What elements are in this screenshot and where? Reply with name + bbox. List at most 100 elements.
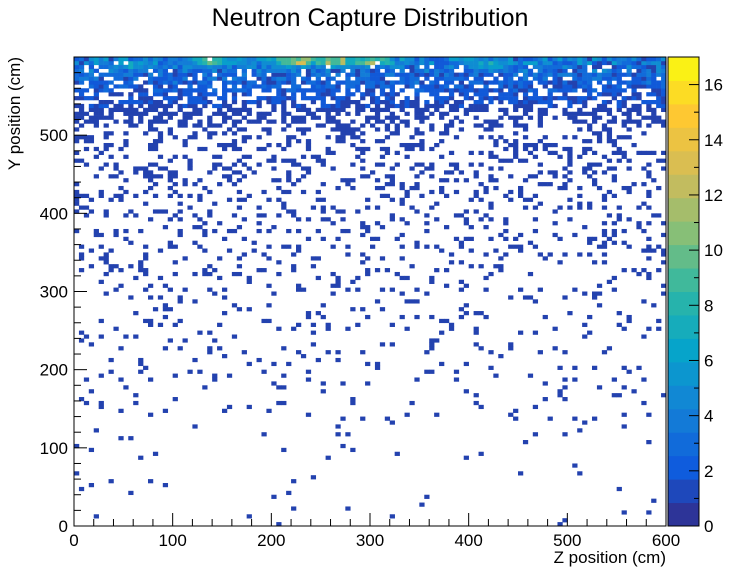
heatmap-cell: [281, 68, 287, 73]
heatmap-cell: [399, 201, 405, 206]
heatmap-cell: [439, 189, 445, 195]
heatmap-cell: [335, 96, 341, 101]
heatmap-cell: [596, 92, 603, 97]
heatmap-cell: [379, 80, 386, 85]
heatmap-cell: [148, 283, 154, 288]
heatmap-cell: [626, 119, 632, 124]
heatmap-cell: [453, 369, 460, 374]
heatmap-cell: [453, 107, 460, 113]
heatmap-cell: [241, 350, 247, 355]
heatmap-cell: [414, 185, 420, 191]
heatmap-cell: [103, 57, 109, 62]
heatmap-cell: [606, 346, 613, 351]
heatmap-cell: [661, 72, 667, 77]
heatmap-cell: [518, 123, 524, 128]
heatmap-cell: [246, 166, 252, 171]
heatmap-cell: [335, 72, 341, 77]
heatmap-cell: [226, 404, 233, 410]
heatmap-cell: [113, 64, 119, 70]
heatmap-cell: [305, 88, 312, 93]
colorbar-swatch: [668, 455, 699, 480]
heatmap-cell: [320, 209, 326, 214]
heatmap-cell: [217, 182, 223, 187]
heatmap-cell: [148, 119, 154, 124]
heatmap-cells: [74, 57, 667, 527]
heatmap-cell: [310, 64, 317, 70]
heatmap-cell: [251, 119, 257, 124]
heatmap-cell: [439, 68, 445, 73]
heatmap-cell: [458, 84, 465, 89]
heatmap-cell: [621, 103, 627, 109]
heatmap-cell: [335, 64, 341, 70]
heatmap-cell: [236, 197, 243, 202]
heatmap-cell: [434, 92, 440, 97]
heatmap-cell: [468, 80, 474, 85]
heatmap-cell: [508, 244, 514, 249]
heatmap-cell: [557, 60, 563, 66]
heatmap-cell: [518, 84, 524, 89]
heatmap-cell: [424, 115, 430, 120]
heatmap-cell: [370, 57, 376, 62]
colorbar-swatch: [668, 479, 699, 504]
heatmap-cell: [444, 193, 450, 198]
heatmap-cell: [483, 57, 489, 62]
heatmap-cell: [330, 103, 336, 109]
heatmap-cell: [128, 111, 134, 116]
heatmap-cell: [448, 60, 455, 66]
heatmap-cell: [404, 80, 410, 85]
heatmap-cell: [651, 80, 657, 85]
heatmap-cell: [379, 119, 386, 124]
heatmap-cell: [498, 158, 504, 163]
heatmap-cell: [157, 131, 164, 136]
heatmap-cell: [473, 64, 479, 70]
heatmap-cell: [503, 228, 509, 234]
heatmap-cell: [651, 303, 657, 308]
heatmap-cell: [148, 377, 154, 382]
heatmap-cell: [133, 170, 139, 175]
heatmap-cell: [582, 119, 588, 124]
heatmap-cell: [587, 111, 593, 116]
heatmap-cell: [537, 99, 543, 105]
heatmap-cell: [133, 99, 139, 105]
heatmap-cell: [587, 162, 593, 167]
heatmap-cell: [641, 182, 647, 187]
heatmap-cell: [399, 57, 405, 62]
heatmap-cell: [661, 248, 667, 253]
heatmap-cell: [592, 115, 598, 120]
heatmap-cell: [138, 260, 144, 265]
heatmap-cell: [88, 64, 95, 70]
heatmap-cell: [202, 228, 208, 234]
heatmap-cell: [557, 64, 563, 70]
heatmap-cell: [128, 76, 134, 81]
heatmap-cell: [636, 221, 642, 226]
heatmap-cell: [537, 119, 543, 124]
heatmap-cell: [389, 80, 395, 85]
heatmap-cell: [296, 68, 302, 73]
heatmap-cell: [384, 72, 391, 77]
heatmap-cell: [276, 213, 282, 218]
heatmap-cell: [261, 96, 267, 101]
heatmap-cell: [340, 416, 346, 421]
heatmap-cell: [276, 96, 282, 101]
heatmap-cell: [429, 279, 435, 284]
heatmap-cell: [606, 57, 613, 62]
heatmap-cell: [202, 68, 208, 73]
heatmap-cell: [310, 330, 317, 335]
heatmap-cell: [646, 92, 652, 97]
heatmap-cell: [394, 150, 400, 156]
heatmap-cell: [123, 178, 129, 183]
heatmap-cell: [587, 92, 593, 97]
heatmap-cell: [118, 193, 124, 198]
heatmap-cell: [444, 99, 450, 105]
heatmap-cell: [522, 92, 529, 97]
heatmap-cell: [305, 170, 312, 175]
heatmap-cell: [646, 193, 652, 198]
heatmap-cell: [113, 119, 119, 124]
heatmap-cell: [389, 57, 395, 62]
heatmap-cell: [582, 60, 588, 66]
heatmap-cell: [567, 150, 573, 156]
heatmap-cell: [315, 88, 321, 93]
heatmap-cell: [592, 291, 598, 296]
heatmap-cell: [562, 252, 568, 257]
heatmap-cell: [291, 135, 297, 140]
